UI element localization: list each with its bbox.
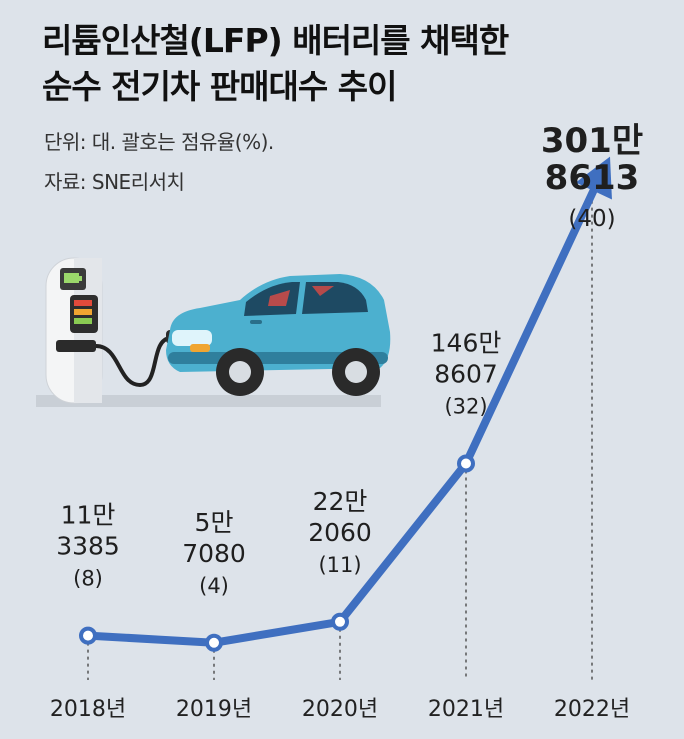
- data-label-top: 22만: [313, 487, 368, 516]
- x-tick-label: 2019년: [176, 697, 252, 722]
- year-guide-lines: [87, 186, 593, 680]
- data-label-bottom: 8607: [434, 359, 498, 388]
- data-label-top: 146만: [431, 328, 502, 357]
- charger-station-icon: [45, 257, 188, 404]
- data-label-top: 5만: [195, 508, 234, 537]
- x-tick-label: 2018년: [50, 697, 126, 722]
- data-label-bottom: 2060: [308, 518, 372, 547]
- data-label-bottom: 7080: [182, 539, 246, 568]
- data-label-top: 301만: [541, 121, 643, 161]
- data-point: [457, 454, 475, 473]
- x-tick-label: 2022년: [554, 697, 630, 722]
- electric-car-icon: [166, 274, 391, 396]
- title-line-1: 리튬인산철(LFP) 배터리를 채택한: [42, 21, 509, 60]
- share-label: (8): [73, 567, 103, 591]
- source-note: 자료: SNE리서치: [44, 170, 185, 194]
- x-tick-label: 2020년: [302, 697, 378, 722]
- share-label: (40): [568, 206, 615, 232]
- x-tick-label: 2021년: [428, 697, 504, 722]
- x-axis-labels: 2018년 2019년 2020년 2021년 2022년: [50, 697, 630, 722]
- share-label: (32): [444, 394, 487, 418]
- data-label-bottom: 8613: [545, 158, 640, 198]
- data-label-top: 11만: [61, 501, 116, 530]
- data-point: [331, 612, 349, 631]
- ground-shadow: [36, 395, 381, 407]
- data-point: [205, 633, 223, 652]
- ev-charging-illustration: [36, 257, 391, 407]
- share-label: (4): [199, 574, 229, 598]
- title-line-2: 순수 전기차 판매대수 추이: [42, 67, 397, 106]
- data-point: [79, 626, 97, 645]
- arrowhead-icon: [575, 156, 612, 200]
- share-label: (11): [318, 553, 361, 577]
- chart-title: 리튬인산철(LFP) 배터리를 채택한 순수 전기차 판매대수 추이: [42, 18, 602, 110]
- data-points: [79, 454, 475, 652]
- data-label-bottom: 3385: [56, 532, 120, 561]
- unit-note: 단위: 대. 괄호는 점유율(%).: [44, 130, 274, 154]
